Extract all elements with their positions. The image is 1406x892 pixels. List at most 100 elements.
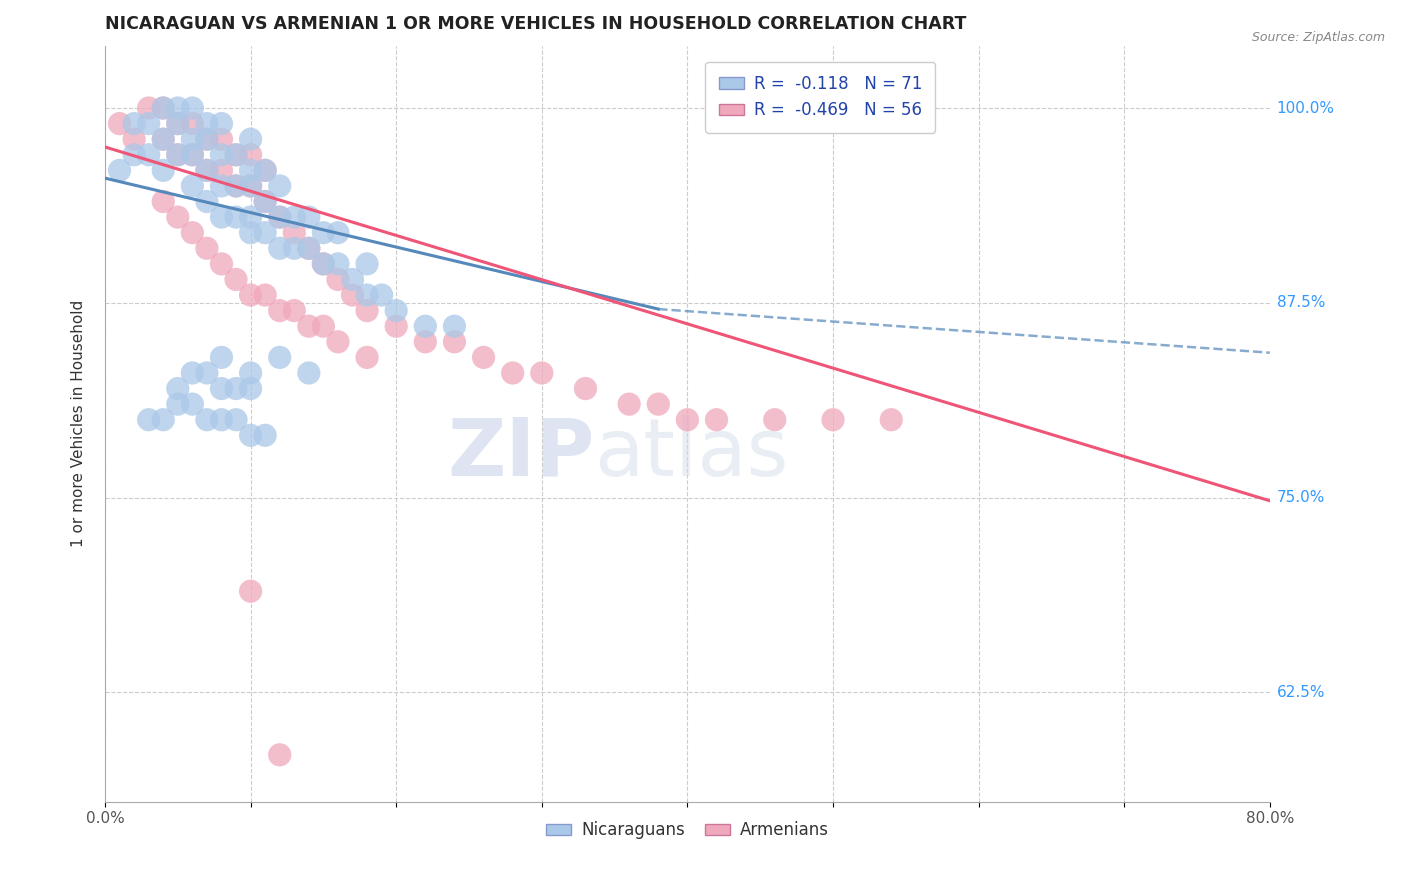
Point xyxy=(225,210,247,224)
Point xyxy=(211,163,233,178)
Point xyxy=(239,148,262,162)
Point xyxy=(880,413,903,427)
Point xyxy=(356,351,378,365)
Point xyxy=(443,334,465,349)
Point xyxy=(269,210,291,224)
Point xyxy=(312,319,335,334)
Point xyxy=(195,132,218,146)
Y-axis label: 1 or more Vehicles in Household: 1 or more Vehicles in Household xyxy=(72,300,86,548)
Point xyxy=(211,210,233,224)
Point xyxy=(152,132,174,146)
Point xyxy=(239,382,262,396)
Point xyxy=(342,272,364,286)
Point xyxy=(211,351,233,365)
Point xyxy=(195,163,218,178)
Point xyxy=(312,226,335,240)
Point xyxy=(326,334,349,349)
Point xyxy=(298,210,321,224)
Text: Source: ZipAtlas.com: Source: ZipAtlas.com xyxy=(1251,31,1385,45)
Point xyxy=(269,210,291,224)
Point xyxy=(254,194,277,209)
Point xyxy=(239,210,262,224)
Point xyxy=(122,132,145,146)
Point xyxy=(254,226,277,240)
Point xyxy=(269,241,291,255)
Point xyxy=(152,132,174,146)
Point xyxy=(298,241,321,255)
Point xyxy=(269,351,291,365)
Point xyxy=(195,241,218,255)
Text: 87.5%: 87.5% xyxy=(1277,295,1324,310)
Point xyxy=(166,148,188,162)
Point xyxy=(166,117,188,131)
Point xyxy=(502,366,524,380)
Point xyxy=(356,257,378,271)
Point xyxy=(298,366,321,380)
Point xyxy=(195,132,218,146)
Point xyxy=(166,101,188,115)
Point xyxy=(370,288,392,302)
Point xyxy=(283,303,305,318)
Point xyxy=(181,366,204,380)
Point xyxy=(415,334,437,349)
Point xyxy=(195,366,218,380)
Point xyxy=(181,226,204,240)
Point xyxy=(166,117,188,131)
Point xyxy=(239,584,262,599)
Point xyxy=(356,303,378,318)
Point xyxy=(385,319,408,334)
Point xyxy=(312,257,335,271)
Point xyxy=(254,428,277,442)
Point xyxy=(530,366,553,380)
Point xyxy=(356,288,378,302)
Point xyxy=(239,288,262,302)
Text: 100.0%: 100.0% xyxy=(1277,101,1334,115)
Point xyxy=(312,257,335,271)
Text: atlas: atlas xyxy=(595,415,789,493)
Point xyxy=(108,163,131,178)
Point xyxy=(181,148,204,162)
Point xyxy=(342,288,364,302)
Point xyxy=(225,413,247,427)
Point xyxy=(472,351,495,365)
Point xyxy=(283,241,305,255)
Point xyxy=(211,413,233,427)
Point xyxy=(138,117,160,131)
Point xyxy=(239,226,262,240)
Point xyxy=(166,210,188,224)
Point xyxy=(225,178,247,193)
Point xyxy=(225,148,247,162)
Point xyxy=(326,226,349,240)
Point xyxy=(706,413,728,427)
Point xyxy=(239,132,262,146)
Point xyxy=(225,382,247,396)
Text: ZIP: ZIP xyxy=(447,415,595,493)
Point xyxy=(254,194,277,209)
Point xyxy=(211,178,233,193)
Point xyxy=(443,319,465,334)
Point xyxy=(138,148,160,162)
Point xyxy=(152,413,174,427)
Point xyxy=(239,178,262,193)
Point xyxy=(166,382,188,396)
Point xyxy=(211,257,233,271)
Point xyxy=(225,178,247,193)
Point xyxy=(195,163,218,178)
Point xyxy=(152,101,174,115)
Point xyxy=(211,132,233,146)
Legend: Nicaraguans, Armenians: Nicaraguans, Armenians xyxy=(540,814,835,847)
Point xyxy=(181,117,204,131)
Point xyxy=(254,163,277,178)
Point xyxy=(211,117,233,131)
Point xyxy=(181,101,204,115)
Point xyxy=(195,194,218,209)
Point xyxy=(166,148,188,162)
Point xyxy=(122,148,145,162)
Point xyxy=(138,413,160,427)
Point xyxy=(211,148,233,162)
Point xyxy=(152,163,174,178)
Point xyxy=(763,413,786,427)
Point xyxy=(181,397,204,411)
Point xyxy=(385,303,408,318)
Point xyxy=(254,163,277,178)
